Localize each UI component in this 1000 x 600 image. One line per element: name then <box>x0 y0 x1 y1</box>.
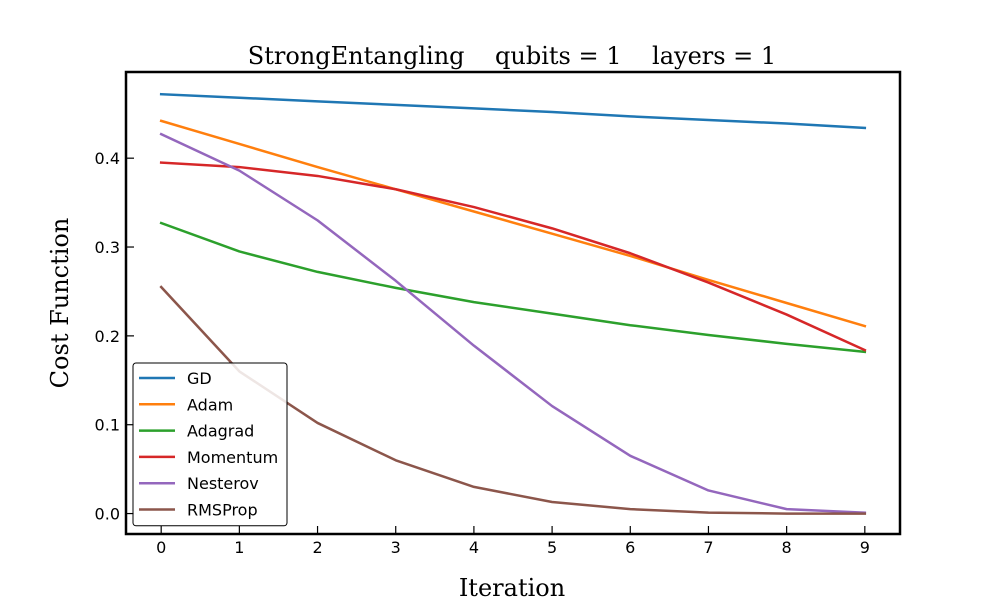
x-tick-label: 9 <box>860 538 870 557</box>
y-tick-label: 0.3 <box>95 238 120 257</box>
series-line-adagrad <box>159 221 867 354</box>
x-tick-label: 2 <box>312 538 322 557</box>
y-tick-label: 0.0 <box>95 505 120 524</box>
x-axis-label: Iteration <box>459 574 565 600</box>
legend: GD Adam Adagrad Momentum Nesterov RMSProp <box>132 362 288 527</box>
legend-label-rmsprop: RMSProp <box>187 501 258 520</box>
y-tick-label: 0.4 <box>95 149 120 168</box>
x-tick-label: 5 <box>547 538 557 557</box>
plot-frame <box>124 70 902 536</box>
legend-label-adam: Adam <box>187 395 233 414</box>
x-tick-label: 8 <box>782 538 792 557</box>
legend-label-gd: GD <box>187 369 212 388</box>
x-tick-label: 1 <box>234 538 244 557</box>
x-tick-label: 4 <box>469 538 479 557</box>
x-tick-label: 6 <box>625 538 635 557</box>
legend-label-adagrad: Adagrad <box>187 422 254 441</box>
series-line-adam <box>159 119 867 328</box>
x-tick-label: 0 <box>156 538 166 557</box>
legend-label-momentum: Momentum <box>187 448 278 467</box>
chart-title: StrongEntangling qubits = 1 layers = 1 <box>248 42 776 70</box>
y-tick-label: 0.2 <box>95 327 120 346</box>
y-axis-label: Cost Function <box>46 218 74 389</box>
series-line-momentum <box>159 161 867 352</box>
y-tick-label: 0.1 <box>95 416 120 435</box>
x-tick-label: 7 <box>703 538 713 557</box>
series-line-gd <box>159 92 867 130</box>
legend-label-nesterov: Nesterov <box>187 474 259 493</box>
x-tick-label: 3 <box>391 538 401 557</box>
series-line-nesterov <box>159 132 867 514</box>
